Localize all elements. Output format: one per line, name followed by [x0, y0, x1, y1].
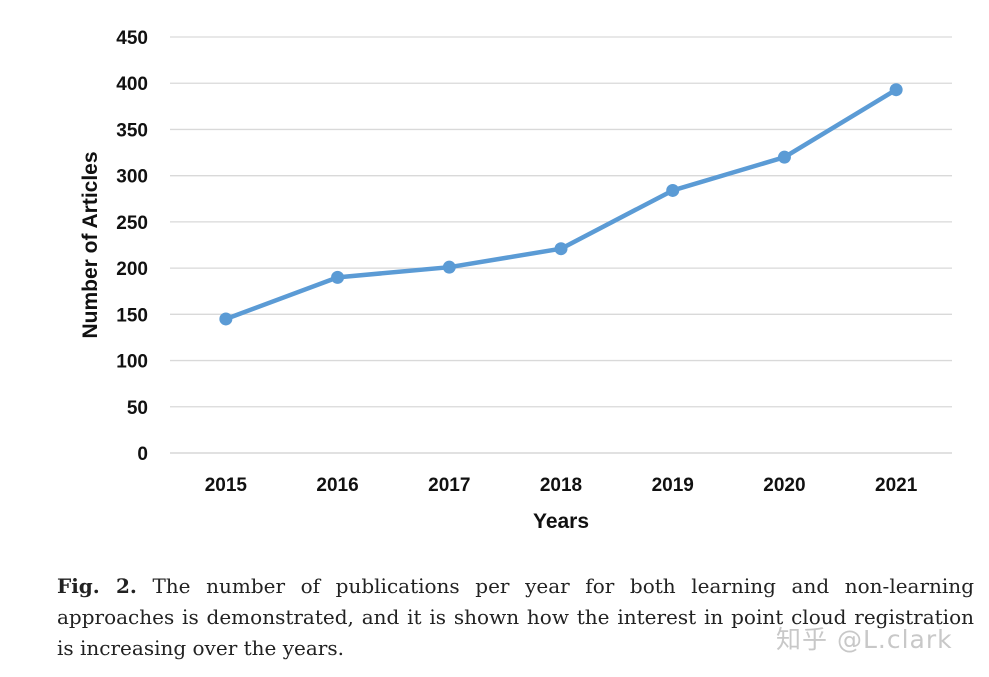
x-axis-title: Years	[533, 510, 589, 533]
y-tick-label: 450	[116, 28, 148, 49]
x-tick-label: 2020	[763, 475, 805, 496]
data-point	[777, 150, 791, 164]
data-points	[219, 83, 903, 326]
y-tick-label: 0	[137, 444, 148, 465]
y-tick-label: 100	[116, 352, 148, 373]
y-axis-title: Number of Articles	[79, 151, 102, 338]
y-tick-label: 350	[116, 120, 148, 141]
x-tick-labels: 2015 2016 2017 2018 2019 2020 2021	[205, 475, 918, 496]
y-tick-labels: 0 50 100 150 200 250 300 350 400 450	[116, 28, 148, 465]
caption-text: The number of publications per year for …	[57, 574, 974, 660]
watermark: 知乎 @L.clark	[776, 625, 953, 654]
data-point	[219, 312, 233, 326]
y-tick-label: 300	[116, 167, 148, 188]
data-point	[331, 270, 345, 284]
series-line	[223, 87, 899, 322]
y-tick-label: 50	[127, 398, 148, 419]
x-tick-label: 2019	[652, 475, 694, 496]
y-tick-label: 150	[116, 305, 148, 326]
y-tick-label: 250	[116, 213, 148, 234]
grid-lines	[170, 36, 952, 454]
y-tick-label: 200	[116, 259, 148, 280]
chart-svg: 0 50 100 150 200 250 300 350 400 450 2015 2016 2017…	[79, 28, 952, 533]
data-point	[554, 242, 568, 256]
data-point	[889, 83, 903, 97]
x-tick-label: 2021	[875, 475, 918, 496]
x-tick-label: 2017	[428, 475, 470, 496]
figure-caption: Fig. 2. The number of publications per y…	[57, 571, 974, 664]
x-tick-label: 2018	[540, 475, 582, 496]
x-tick-label: 2016	[316, 475, 358, 496]
line-chart: 0 50 100 150 200 250 300 350 400 450 2015 2016 2017…	[79, 28, 952, 533]
data-point	[666, 183, 680, 197]
data-point	[442, 260, 456, 274]
y-tick-label: 400	[116, 74, 148, 95]
x-tick-label: 2015	[205, 475, 248, 496]
caption-label: Fig. 2.	[57, 574, 137, 598]
series-line-path	[223, 87, 899, 322]
